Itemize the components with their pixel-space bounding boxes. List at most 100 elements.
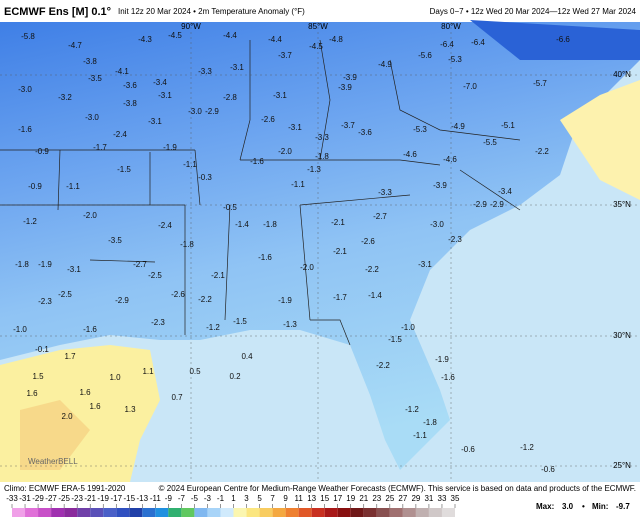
- colorbar-bin: [389, 508, 403, 517]
- colorbar-bin: [246, 508, 260, 517]
- colorbar-label: 25: [385, 494, 394, 503]
- anomaly-label: -2.4: [158, 221, 172, 230]
- anomaly-label: -1.7: [333, 293, 347, 302]
- colorbar-bin: [194, 508, 208, 517]
- anomaly-label: -1.5: [233, 317, 247, 326]
- anomaly-label: -1.9: [435, 355, 449, 364]
- colorbar-bin: [233, 508, 247, 517]
- anomaly-label: 1.6: [79, 388, 91, 397]
- anomaly-label: -3.3: [315, 133, 329, 142]
- graticule: [0, 22, 640, 482]
- colorbar-bin: [337, 508, 351, 517]
- anomaly-label: -2.6: [171, 290, 185, 299]
- anomaly-label: -4.1: [115, 67, 129, 76]
- anomaly-label: -4.4: [223, 31, 237, 40]
- anomaly-label: -2.1: [211, 271, 225, 280]
- colorbar-bin: [324, 508, 338, 517]
- warm-area: [560, 80, 640, 200]
- colorbar-bin: [428, 508, 442, 517]
- warm-area: [20, 400, 90, 470]
- colorbar-bin: [129, 508, 143, 517]
- anomaly-label: -2.0: [278, 147, 292, 156]
- colorbar-label: -5: [191, 494, 199, 503]
- colorbar-bin: [142, 508, 156, 517]
- colorbar-label: 17: [333, 494, 342, 503]
- anomaly-label: -5.8: [21, 32, 35, 41]
- colorbar-label: -3: [204, 494, 212, 503]
- anomaly-label: 0.5: [189, 367, 201, 376]
- colorbar-bin: [181, 508, 195, 517]
- anomaly-label: -2.6: [361, 237, 375, 246]
- anomaly-label: -4.9: [378, 60, 392, 69]
- anomaly-label: -4.5: [168, 31, 182, 40]
- anomaly-label: -0.1: [35, 345, 49, 354]
- anomaly-label: -3.1: [230, 63, 244, 72]
- colorbar-label: -15: [123, 494, 135, 503]
- colorbar-label: 13: [307, 494, 316, 503]
- cold-area: [470, 20, 640, 60]
- anomaly-label: -3.4: [153, 78, 167, 87]
- colorbar-bin: [311, 508, 325, 517]
- colorbar-label: -21: [84, 494, 96, 503]
- colorbar-label: -19: [97, 494, 109, 503]
- colorbar-label: -11: [150, 494, 162, 503]
- min-label: Min:: [592, 502, 608, 511]
- colorbar-bin: [272, 508, 286, 517]
- colorbar-bin: [38, 508, 52, 517]
- stats: Max: 3.0 • Min: -9.7: [536, 502, 630, 511]
- colorbar-bin: [207, 508, 221, 517]
- anomaly-label: -3.5: [88, 74, 102, 83]
- anomaly-label: -4.4: [268, 35, 282, 44]
- lat-label: 30°N: [613, 331, 631, 340]
- max-label: Max:: [536, 502, 554, 511]
- anomaly-label: 1.6: [89, 402, 101, 411]
- colorbar-bin: [415, 508, 429, 517]
- lon-label: 90°W: [181, 22, 201, 31]
- anomaly-label: -1.6: [441, 373, 455, 382]
- colorbar-label: -1: [217, 494, 225, 503]
- anomaly-label: -1.2: [23, 217, 37, 226]
- anomaly-label: -2.2: [376, 361, 390, 370]
- anomaly-label: -2.0: [83, 211, 97, 220]
- colorbar-label: 9: [283, 494, 288, 503]
- lon-label: 85°W: [308, 22, 328, 31]
- anomaly-label: -3.1: [67, 265, 81, 274]
- anomaly-label: -4.7: [68, 41, 82, 50]
- anomaly-label: -1.3: [307, 165, 321, 174]
- colorbar-label: 33: [438, 494, 447, 503]
- anomaly-label: -3.3: [378, 188, 392, 197]
- anomaly-label: -1.2: [206, 323, 220, 332]
- colorbar-label: -29: [32, 494, 44, 503]
- anomaly-label: -2.0: [300, 263, 314, 272]
- lon-label: 80°W: [441, 22, 461, 31]
- anomaly-label: -1.3: [283, 320, 297, 329]
- anomaly-label: -0.9: [28, 182, 42, 191]
- colorbar-label: 21: [359, 494, 368, 503]
- anomaly-label: 0.2: [229, 372, 241, 381]
- colorbar-label: -17: [110, 494, 122, 503]
- colorbar-bin: [168, 508, 182, 517]
- anomaly-label: -0.6: [461, 445, 475, 454]
- anomaly-label: 1.0: [109, 373, 121, 382]
- anomaly-label: -2.7: [133, 260, 147, 269]
- colorbar-label: 23: [372, 494, 381, 503]
- colorbar-label: 7: [270, 494, 275, 503]
- anomaly-label: -2.3: [151, 318, 165, 327]
- anomaly-label: -5.1: [501, 121, 515, 130]
- colorbar-bin: [298, 508, 312, 517]
- anomaly-label: -2.5: [58, 290, 72, 299]
- anomaly-label: -3.1: [418, 260, 432, 269]
- anomaly-label: -4.8: [329, 35, 343, 44]
- anomaly-label: -5.5: [483, 138, 497, 147]
- anomaly-label: -1.8: [263, 220, 277, 229]
- anomaly-label: -5.6: [418, 51, 432, 60]
- anomaly-label: -1.4: [368, 291, 382, 300]
- anomaly-label: -6.6: [556, 35, 570, 44]
- lat-label: 25°N: [613, 461, 631, 470]
- title: ECMWF Ens [M] 0.1°: [4, 6, 111, 18]
- colorbar-label: 29: [411, 494, 420, 503]
- anomaly-label: -4.3: [138, 35, 152, 44]
- colorbar-label: 5: [257, 494, 262, 503]
- anomaly-label: -3.7: [341, 121, 355, 130]
- colorbar-bin: [376, 508, 390, 517]
